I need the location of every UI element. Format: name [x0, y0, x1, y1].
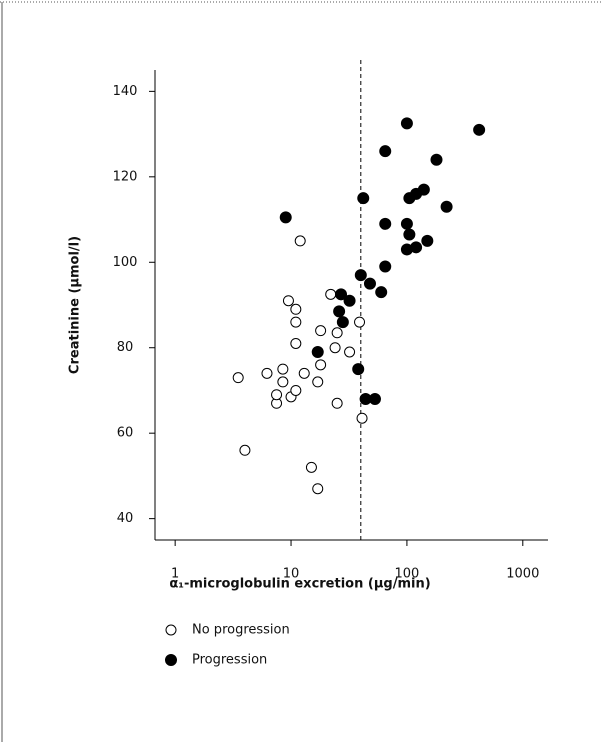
point [473, 123, 486, 136]
x-tick-label: 100 [395, 567, 420, 582]
point [400, 117, 413, 130]
point [331, 327, 343, 339]
point [403, 228, 416, 241]
point [282, 295, 294, 307]
y-tick-label: 140 [113, 84, 138, 99]
point [430, 153, 443, 166]
point [354, 269, 367, 282]
point [290, 337, 302, 349]
legend-label: Progression [192, 653, 267, 668]
y-tick-label: 100 [113, 255, 138, 270]
point [400, 217, 413, 230]
point [279, 211, 292, 224]
point [343, 294, 356, 307]
point [232, 372, 244, 384]
point [290, 384, 302, 396]
point [375, 286, 388, 299]
y-tick-label: 120 [113, 169, 138, 184]
y-tick-label: 80 [117, 340, 134, 355]
point [290, 303, 302, 315]
x-axis-label: α₁-microglobulin excretion (µg/min) [169, 577, 430, 592]
point [336, 316, 349, 329]
point [356, 412, 368, 424]
y-axis-label: Creatinine (µmol/l) [68, 236, 83, 374]
point [271, 389, 283, 401]
point [379, 145, 392, 158]
point [421, 234, 434, 247]
point [239, 444, 251, 456]
x-tick-label: 1000 [506, 567, 539, 582]
point [294, 235, 306, 247]
point [312, 483, 324, 495]
legend-label: No progression [192, 623, 290, 638]
point [298, 367, 310, 379]
point [352, 363, 365, 376]
point [344, 346, 356, 358]
point [363, 277, 376, 290]
y-tick-label: 40 [117, 511, 134, 526]
point [325, 288, 337, 300]
legend-marker [165, 654, 177, 666]
point [368, 393, 381, 405]
x-tick-label: 1 [171, 567, 179, 582]
point [261, 367, 273, 379]
point [305, 461, 317, 473]
point [290, 316, 302, 328]
point [312, 376, 324, 388]
point [311, 346, 324, 358]
legend-marker [165, 624, 177, 636]
x-tick-label: 10 [283, 567, 300, 582]
point [379, 260, 392, 273]
point [315, 359, 327, 371]
point [331, 397, 343, 409]
point [379, 217, 392, 230]
point [329, 342, 341, 354]
point [354, 316, 366, 328]
point [315, 325, 327, 337]
point [357, 192, 370, 205]
point [277, 376, 289, 388]
point [410, 241, 423, 254]
point [440, 200, 453, 213]
y-tick-label: 60 [117, 426, 134, 441]
point [417, 183, 430, 196]
point [333, 305, 346, 318]
point [277, 363, 289, 375]
point [335, 288, 348, 301]
